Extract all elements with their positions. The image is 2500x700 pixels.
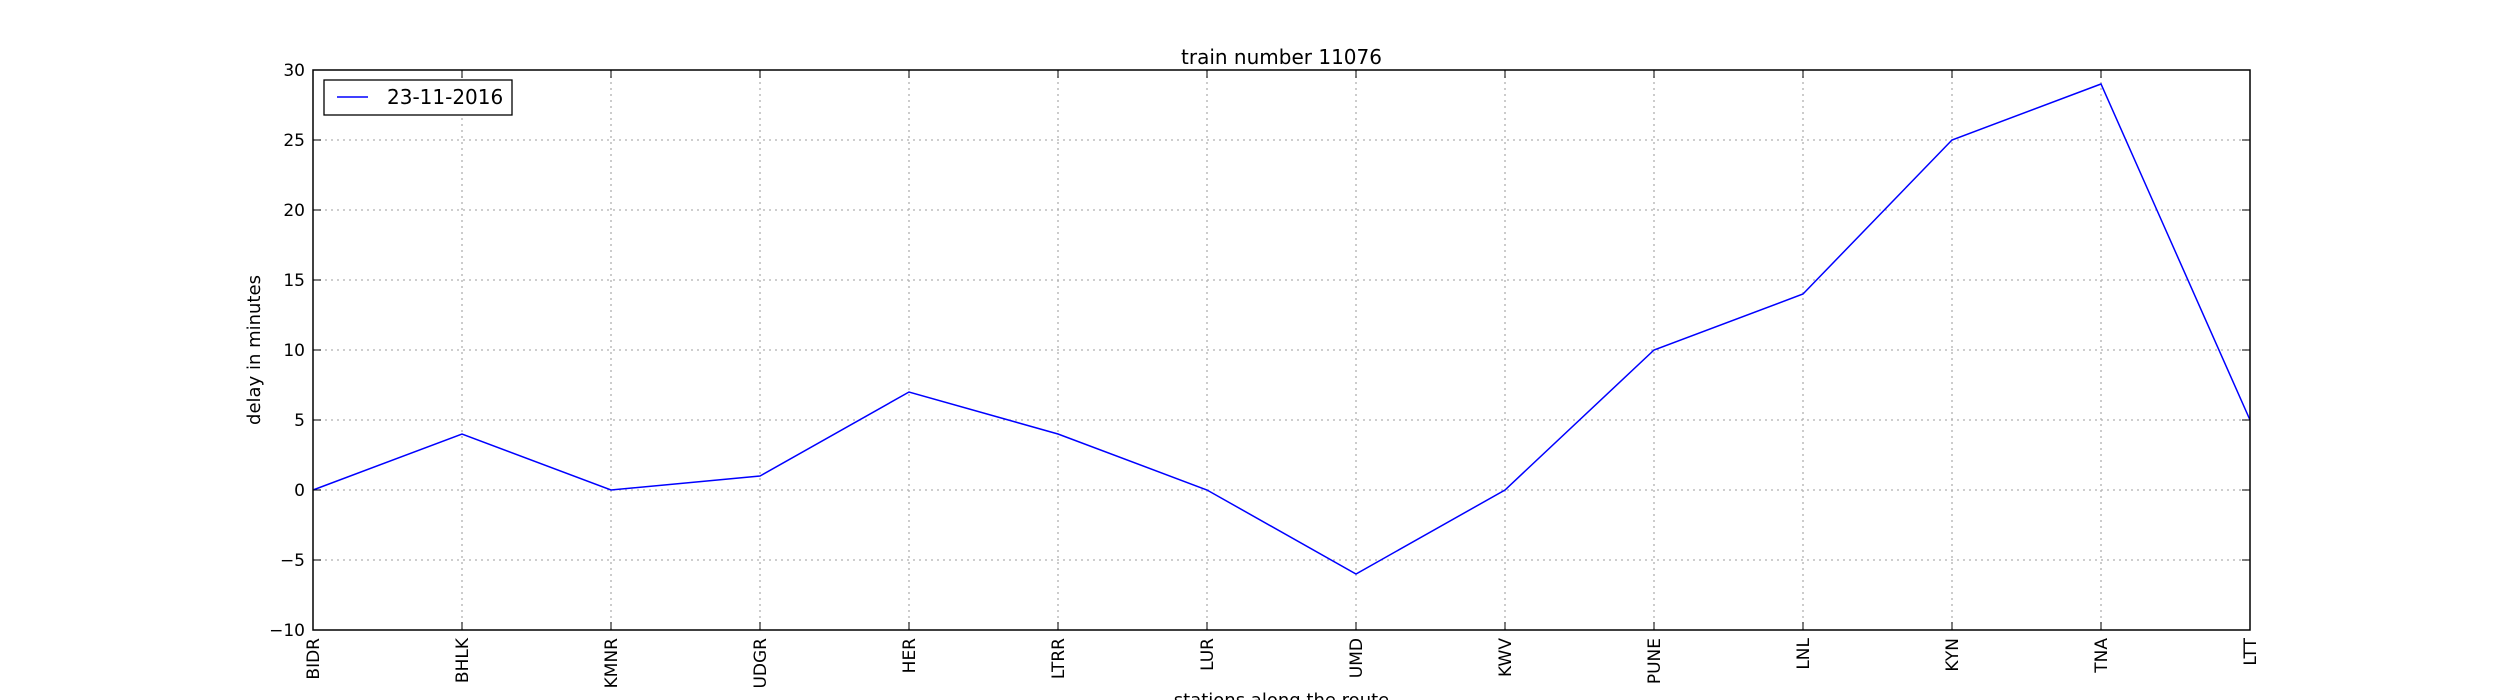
x-tick-label: LTT	[2241, 637, 2261, 665]
x-tick-label: UDGR	[751, 638, 771, 689]
x-axis-title: stations along the route	[1174, 690, 1389, 700]
plot-frame	[312, 69, 2251, 631]
y-tick-label: 30	[283, 61, 305, 81]
y-axis-title: delay in minutes	[244, 275, 265, 425]
chart-title: train number 11076	[1181, 45, 1382, 69]
y-tick-label: 5	[294, 411, 305, 431]
legend: 23-11-2016	[323, 79, 513, 116]
series-line	[312, 83, 2251, 575]
y-tick-label: −5	[280, 551, 305, 571]
y-tick-label: 0	[294, 481, 305, 501]
x-tick-label: HER	[900, 638, 920, 674]
x-tick-label: LNL	[1794, 637, 1814, 669]
y-tick-label: 10	[283, 341, 305, 361]
x-tick-label: BHLK	[453, 637, 473, 683]
x-tick-labels: BIDR BHLK KMNR UDGR HER LTRR LUR UMD KWV PUNE LNL K…	[304, 637, 2261, 688]
y-tick-label: 15	[283, 271, 305, 291]
y-tick-labels: −10 −5 0 5 10 15 20 25 30	[269, 61, 305, 641]
x-tick-label: BIDR	[304, 638, 324, 680]
x-tick-label: PUNE	[1645, 638, 1665, 684]
x-tick-label: UMD	[1347, 638, 1367, 678]
x-tick-label: LTRR	[1049, 638, 1069, 679]
y-tick-label: 20	[283, 201, 305, 221]
x-tick-label: KYN	[1943, 638, 1963, 672]
y-tick-label: 25	[283, 131, 305, 151]
tick-layer	[312, 69, 2251, 631]
series-layer	[312, 83, 2251, 575]
grid-layer	[313, 70, 2250, 630]
legend-label: 23-11-2016	[387, 85, 503, 109]
x-tick-label: TNA	[2092, 638, 2112, 674]
x-tick-label: LUR	[1198, 638, 1218, 671]
y-tick-label: −10	[269, 621, 305, 641]
x-tick-label: KMNR	[602, 638, 622, 689]
x-tick-label: KWV	[1496, 638, 1516, 677]
